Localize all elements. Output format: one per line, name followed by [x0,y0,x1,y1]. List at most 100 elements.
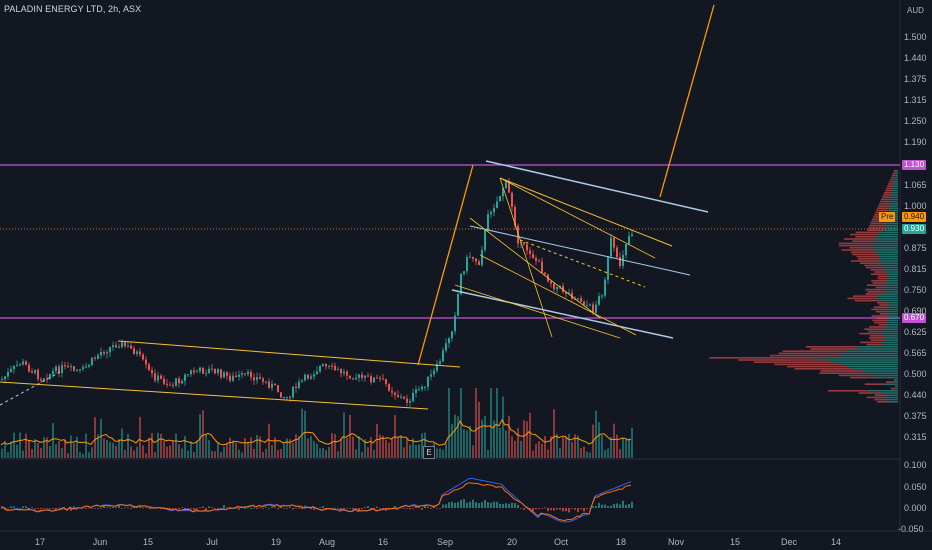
volume-bar [541,443,543,458]
volume-bar [34,439,36,458]
volume-profile-bar [889,181,894,183]
volume-bar [145,453,147,458]
candle-body [280,392,282,398]
fan-line-3 [499,177,553,338]
volume-profile-bar [882,196,891,198]
volume-bar [319,448,321,458]
candle-body [22,361,24,365]
volume-bar [142,445,144,458]
candle-body [121,342,123,347]
volume-profile-bar [890,387,895,390]
volume-bar [31,449,33,458]
volume-profile-bar [887,286,898,289]
volume-bar [40,448,42,458]
volume-bar [343,412,345,458]
volume-profile-bar [880,262,898,264]
time-axis[interactable]: 17 Jun 15 Jul 19 Aug 16 Sep 20 Oct 18 Nov 15 Dec 14 [35,537,841,547]
volume-profile-bar [866,266,884,269]
candle-body [214,368,216,374]
volume-profile-bar [892,187,898,190]
volume-bar [226,443,228,458]
volume-profile-bar [895,174,898,176]
candle-body [85,366,87,368]
volume-bar [622,437,624,458]
macd-histogram-bar [25,506,27,508]
grid [0,0,932,532]
candle-body [61,365,63,373]
volume-profile-bar [884,330,898,333]
volume-bar [238,449,240,458]
volume-profile-bar [774,363,843,366]
candle-body [469,256,471,258]
candle-body [217,369,219,374]
candle-body [190,370,192,375]
macd-histogram-bar [109,507,111,509]
macd-histogram-bar [358,508,360,510]
macd-histogram-bar [22,506,24,508]
macd-histogram-bar [562,508,564,512]
macd-histogram-bar [373,508,375,509]
volume-profile-bar [872,282,887,284]
earnings-event-badge[interactable]: E [423,446,435,459]
macd-histogram-bar [244,507,246,509]
volume-profile-bar [889,304,898,306]
currency-label: AUD [907,6,924,15]
volume-profile-bar [887,310,898,313]
volume-profile-bar [880,332,898,335]
macd-histogram-bar [445,504,447,508]
indicator-axis[interactable]: 0.100 0.050 0.000 -0.050 [898,460,927,534]
candle-body [559,285,561,287]
macd-histogram-bar [85,508,87,509]
macd-histogram-bar [301,508,303,510]
macd-histogram-bar [163,507,165,509]
volume-bar [205,433,207,458]
candle-body [319,365,321,372]
macd-histogram-bar [136,507,138,508]
volume-bar [526,421,528,458]
volume-bar [391,438,393,458]
symbol-title[interactable]: PALADIN ENERGY LTD, 2h, ASX [4,4,142,14]
candle-body [358,374,360,378]
candle-body [37,369,39,380]
volume-profile-bar [813,357,898,359]
indicator-tick-label: 0.100 [904,460,927,470]
volume-bar [358,436,360,458]
price-tick-label: 0.500 [904,369,927,379]
volume-profile-bar [876,247,898,249]
volume-profile-bar [852,240,878,242]
volume-bar [121,428,123,458]
volume-bar [262,451,264,458]
flag-mid-line [469,225,691,276]
macd-histogram-bar [550,508,552,511]
volume-bar [118,439,120,458]
candle-body [229,375,231,381]
price-axis[interactable]: 1.500 1.440 1.375 1.315 1.250 1.190 1.065 1.000… [904,32,927,442]
volume-bar [604,450,606,458]
volume-bar [574,434,576,458]
volume-bar [418,444,420,458]
macd-histogram-bar [469,501,471,508]
macd-histogram-bar [97,508,99,509]
volume-profile-bar [890,178,895,181]
volume-bar [193,451,195,458]
volume-profile-bar [887,306,898,308]
volume-profile-bar [887,185,894,187]
candle-body [568,292,570,294]
volume-bar [514,440,516,458]
candle-body [448,338,450,344]
volume-bar [103,438,105,458]
candle-body [34,369,36,373]
volume-bar [313,440,315,458]
volume-bar [493,420,495,458]
macd-histogram-bar [331,508,333,509]
volume-bar [451,424,453,458]
macd-histogram-bar [382,508,384,509]
candle-body [7,371,9,377]
candle-body [442,350,444,362]
volume-profile-bar [828,390,867,392]
candle-body [334,365,336,371]
drawings[interactable] [0,4,715,410]
candle-body [241,373,243,375]
